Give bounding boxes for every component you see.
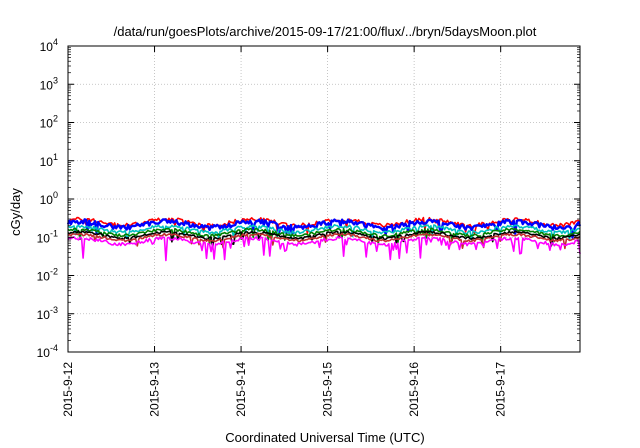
grid [68,46,580,352]
y-tick-base: 10 [37,231,51,245]
chart-title: /data/run/goesPlots/archive/2015-09-17/2… [114,24,537,39]
y-tick-label: 100 [40,190,58,207]
series-line [67,232,581,250]
series-line [67,230,581,249]
series-line [67,236,581,262]
series-line [67,224,581,244]
y-tick-label: 102 [40,114,58,131]
y-tick-label: 10-3 [37,305,58,322]
y-tick-exponent: 3 [53,75,58,85]
y-tick-exponent: 1 [53,152,58,162]
y-tick-label: 10-4 [37,343,58,360]
y-tick-exponent: -1 [50,228,58,238]
x-tick-label: 2015-9-17 [494,362,508,417]
y-tick-exponent: 2 [53,114,58,124]
y-tick-exponent: 4 [53,37,58,47]
y-tick-base: 10 [37,308,51,322]
y-tick-base: 10 [40,117,54,131]
y-tick-exponent: -4 [50,343,58,353]
y-tick-exponent: -3 [50,305,58,315]
x-axis: 2015-9-12 2015-9-13 2015-9-14 2015-9-15 2015… [61,46,508,417]
x-tick-label: 2015-9-12 [61,362,75,417]
series-group [66,216,582,262]
x-tick-label: 2015-9-15 [321,362,335,417]
x-axis-label: Coordinated Universal Time (UTC) [225,430,424,445]
y-tick-base: 10 [37,346,51,360]
y-tick-label: 10-2 [37,267,58,284]
y-tick-base: 10 [40,193,54,207]
x-tick-label: 2015-9-14 [234,362,248,417]
y-tick-label: 103 [40,75,58,92]
y-tick-base: 10 [37,270,51,284]
y-tick-label: 101 [40,152,58,169]
y-tick-exponent: 0 [53,190,58,200]
series-line [66,218,582,239]
y-tick-base: 10 [40,155,54,169]
y-axis-label: cGy/day [8,188,23,236]
y-tick-exponent: -2 [50,267,58,277]
series-line [67,227,581,245]
x-tick-label: 2015-9-13 [148,362,162,417]
y-tick-base: 10 [40,40,54,54]
y-tick-base: 10 [40,78,54,92]
y-tick-label: 104 [40,37,58,54]
y-tick-label: 10-1 [37,228,58,245]
x-tick-label: 2015-9-16 [407,362,421,417]
